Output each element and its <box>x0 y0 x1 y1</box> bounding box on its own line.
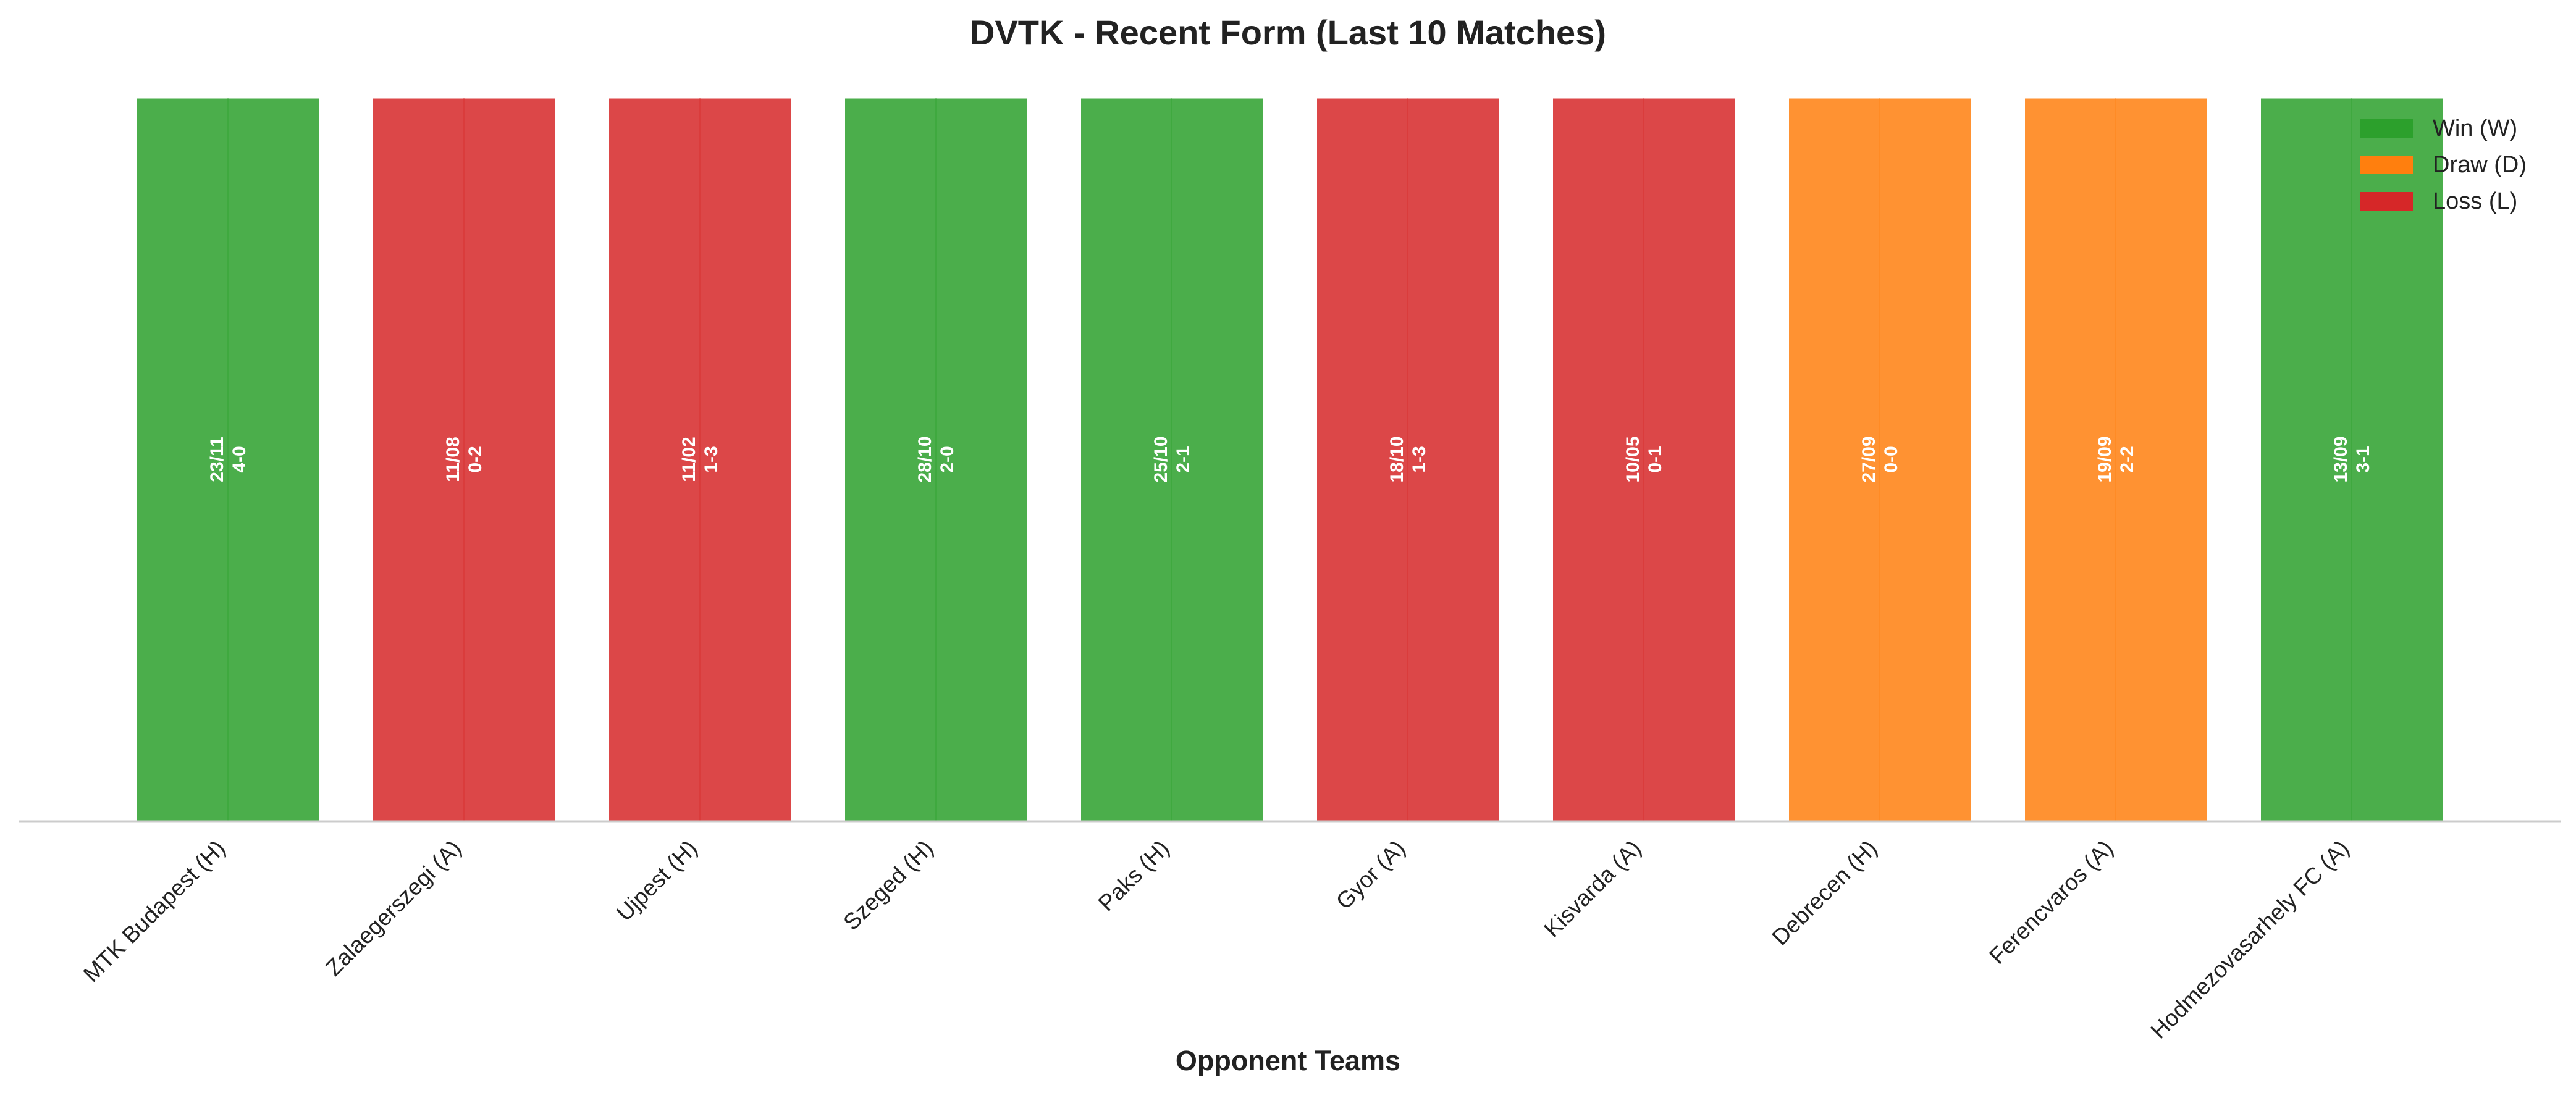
bar-date-label: 27/09 <box>1859 436 1879 482</box>
legend-label: Draw (D) <box>2433 152 2527 178</box>
bar-date-label: 11/02 <box>679 437 699 482</box>
bar-label: 27/09 0-0 <box>1859 436 1901 482</box>
x-tick-label: Paks (H) <box>1093 835 1174 916</box>
bar-label: 11/08 0-2 <box>443 437 486 482</box>
bar-score-label: 2-2 <box>2117 446 2137 472</box>
bar <box>1079 96 1265 823</box>
x-tick-label: Kisvarda (A) <box>1539 835 1646 942</box>
bar-date-label: 19/09 <box>2095 436 2115 482</box>
bar-score-label: 0-0 <box>1881 446 1901 472</box>
bar-label: 23/11 4-0 <box>207 437 250 482</box>
bar-score-label: 0-1 <box>1645 446 1665 472</box>
x-tick-label: Gyor (A) <box>1331 835 1410 915</box>
x-tick-label: Hodmezovasarhely FC (A) <box>2145 835 2354 1044</box>
bar <box>135 96 321 823</box>
bar-score-label: 4-0 <box>229 446 250 472</box>
bar <box>1551 96 1736 823</box>
x-tick-label: Zalaegerszegi (A) <box>321 835 466 981</box>
bar-score-label: 1-3 <box>1409 446 1429 472</box>
bar-label: 18/10 1-3 <box>1387 436 1429 482</box>
bar-label: 25/10 2-1 <box>1151 436 1193 482</box>
legend-swatch <box>2360 156 2413 174</box>
bar-score-label: 1-3 <box>701 446 722 472</box>
bar-date-label: 13/09 <box>2331 436 2351 482</box>
bar <box>371 96 557 823</box>
bar-score-label: 2-0 <box>937 446 958 472</box>
bar-label: 10/05 0-1 <box>1623 436 1665 482</box>
bar <box>607 96 793 823</box>
x-tick-labels: MTK Budapest (H) Zalaegerszegi (A) Ujpest … <box>78 835 2354 1044</box>
bar-date-label: 23/11 <box>207 437 227 482</box>
bar <box>2259 96 2444 823</box>
x-tick-label: Ujpest (H) <box>612 835 702 926</box>
bar <box>1315 96 1501 823</box>
bar-date-label: 18/10 <box>1387 436 1407 482</box>
bar <box>843 96 1029 823</box>
legend-label: Win (W) <box>2433 115 2517 141</box>
x-tick-label: Debrecen (H) <box>1767 835 1882 950</box>
bar-score-label: 0-2 <box>465 446 486 472</box>
bar-date-label: 25/10 <box>1151 436 1171 482</box>
chart-title: DVTK - Recent Form (Last 10 Matches) <box>970 13 1606 52</box>
bar-label: 28/10 2-0 <box>915 436 958 482</box>
bar-date-label: 10/05 <box>1623 436 1643 482</box>
bar-label: 19/09 2-2 <box>2095 436 2137 482</box>
legend-swatch <box>2360 192 2413 211</box>
x-axis-label: Opponent Teams <box>1176 1045 1400 1076</box>
bar-score-label: 3-1 <box>2353 446 2373 472</box>
bar-label: 11/02 1-3 <box>679 437 722 482</box>
x-tick-label: Ferencvaros (A) <box>1984 835 2118 969</box>
bars-layer: 23/11 4-0 11/08 0-2 11/02 1-3 28/10 2-0 25/10 2-1… <box>135 96 2444 823</box>
x-tick-label: Szeged (H) <box>838 835 938 935</box>
x-tick-label: MTK Budapest (H) <box>78 835 230 987</box>
bar-label: 13/09 3-1 <box>2331 436 2373 482</box>
bar-date-label: 11/08 <box>443 437 463 482</box>
legend-swatch <box>2360 119 2413 138</box>
legend: Win (W) Draw (D) Loss (L) <box>2360 115 2527 214</box>
bar-date-label: 28/10 <box>915 436 935 482</box>
bar-score-label: 2-1 <box>1173 446 1193 472</box>
legend-label: Loss (L) <box>2433 188 2517 214</box>
